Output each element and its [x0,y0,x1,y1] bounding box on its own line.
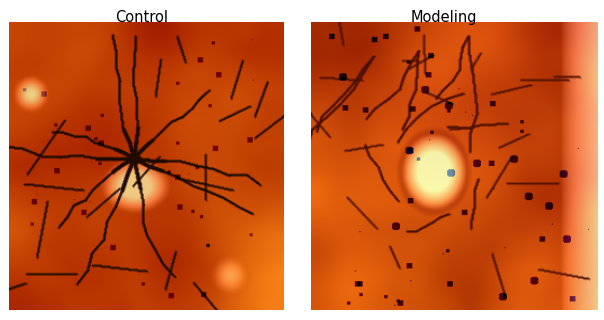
Text: Control: Control [115,10,169,25]
Text: Modeling: Modeling [411,10,477,25]
